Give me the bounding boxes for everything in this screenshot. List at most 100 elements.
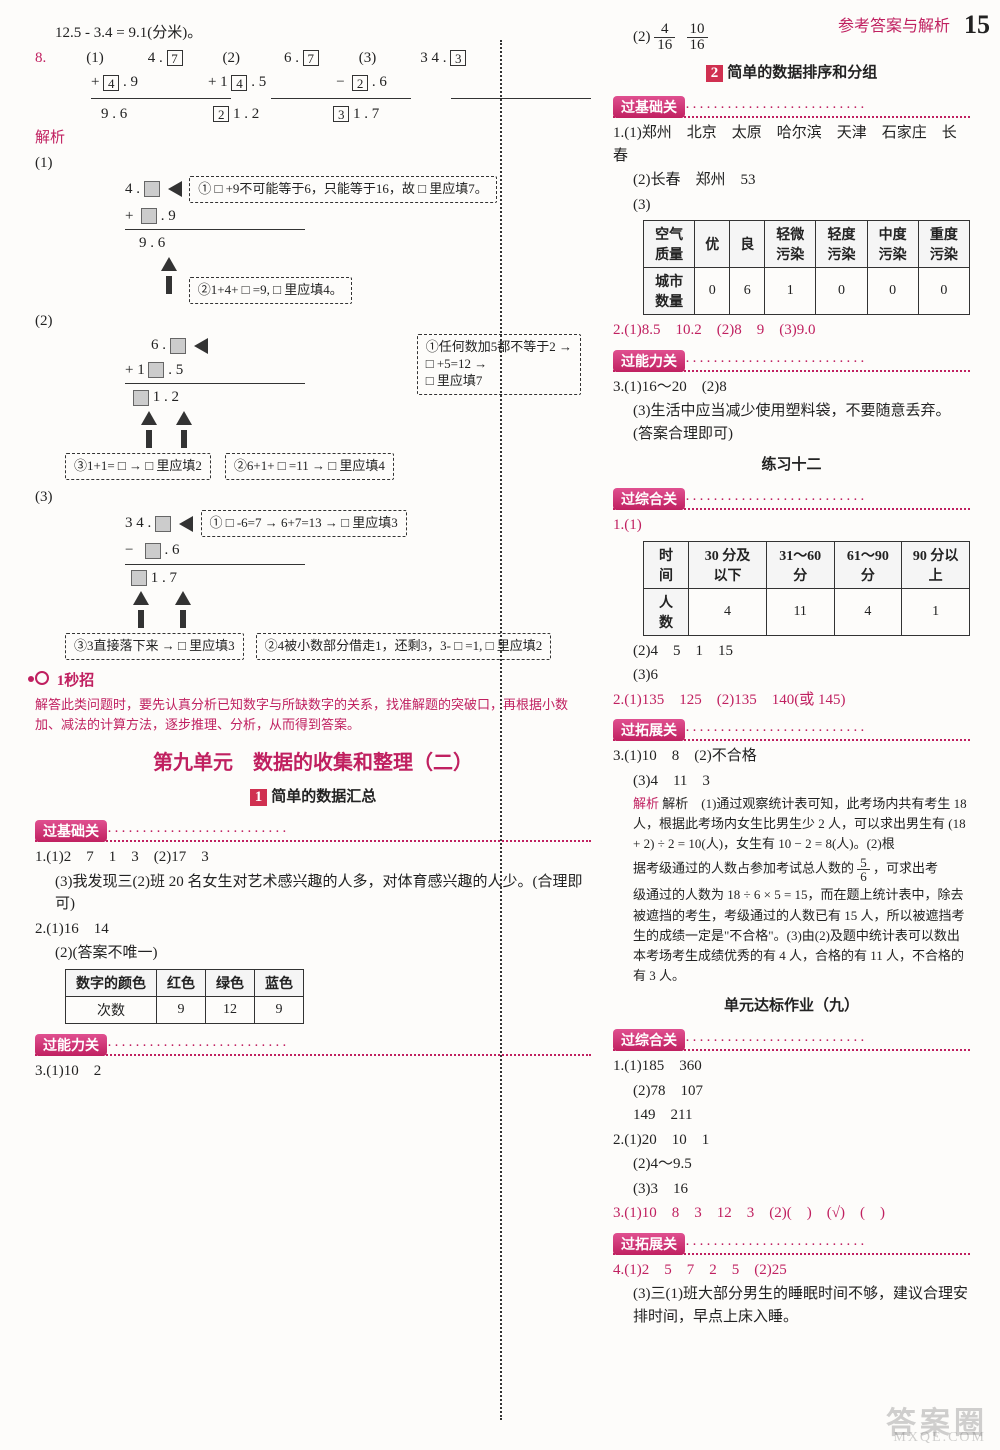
q8-p1: (1) [86,47,104,70]
th: 蓝色 [255,969,304,996]
blank-box [144,181,160,197]
answer-line: 1.(1) [613,514,970,537]
section-title: 简单的数据排序和分组 [727,65,877,81]
callout: ①任何数加5都不等于2 → □ +5=12 → □ 里应填7 [417,334,581,395]
td: 9 [157,996,206,1023]
td: 4 [689,588,767,635]
analysis-label: 解析 [633,796,659,811]
td: 0 [816,268,867,315]
answer-line: (2)78 107 [633,1080,970,1103]
tip-icon [35,671,49,685]
box: 3 [333,106,349,122]
answer-line: 2.(1)135 125 (2)135 140(或 145) [613,689,970,712]
th: 中度污染 [867,221,918,268]
answer-line: (2)4 5 1 15 [633,640,970,663]
td: 0 [918,268,969,315]
th: 绿色 [206,969,255,996]
answer-line: 3.(1)10 8 3 12 3 (2)( ) (√) ( ) [613,1202,970,1225]
answer-line: (3)我发现三(2)班 20 名女生对艺术感兴趣的人多，对体育感兴趣的人少。(合… [55,871,591,916]
answer-line: (3)4 11 3 [633,770,970,793]
blank-box [145,543,161,559]
answer-line: 2.(1)20 10 1 [613,1129,970,1152]
label: (2) [633,29,651,45]
callout-text: □ +5=12 → [426,356,488,371]
box: 4 [103,75,119,91]
up-arrow-icon [175,591,191,633]
box: 7 [303,50,319,66]
th: 城市数量 [644,268,695,315]
answer-line: (2)长春 郑州 53 [633,169,970,192]
box: 2 [352,75,368,91]
th: 时间 [644,541,689,588]
callout: ③3直接落下来 → □ 里应填3 [65,633,244,660]
up-arrow-icon [133,591,149,633]
answer-line: (2)4～9.5 [633,1153,970,1176]
th: 61～90 分 [834,541,902,588]
q8-p2: (2) [223,47,241,70]
blank-box [133,390,149,406]
answer-line: (3) [633,194,970,217]
answer-line: 2.(1)16 14 [35,918,591,941]
th: 轻度污染 [816,221,867,268]
callout: ②1+4+ □ =9, □ 里应填4。 [189,277,352,304]
analysis-text: ，可求出考 [873,861,938,876]
callout-text: ①任何数加5都不等于2 → [426,339,572,354]
tag-basic: 过基础关 [613,96,685,118]
right-column: (2) 416 1016 2简单的数据排序和分组 过基础关 1.(1)郑州 北京… [613,20,970,1430]
tag-comprehensive: 过综合关 [613,1029,685,1051]
callout-text: □ 里应填7 [426,373,483,388]
th: 30 分及以下 [689,541,767,588]
watermark-url: MXQE.COM [893,1430,986,1446]
th: 良 [730,221,765,268]
unit-title: 第九单元 数据的收集和整理（二） [35,746,591,775]
box: 7 [167,50,183,66]
up-arrow-icon [161,257,177,299]
td: 9 [255,996,304,1023]
top-equation: 12.5 - 3.4 = 9.1(分米)。 [55,22,591,45]
answer-line: (3)生活中应当减少使用塑料袋，不要随意丢弃。(答案合理即可) [633,400,970,445]
td: 12 [206,996,255,1023]
answer-line: (2)(答案不唯一) [55,942,591,965]
analysis-label: 解析 [35,127,591,150]
th: 优 [695,221,730,268]
callout: ① □ -6=7 → 6+7=13 → □ 里应填3 [201,510,407,537]
callout: ③1+1= □ → □ 里应填2 [65,453,211,480]
answer-line: 3.(1)10 2 [35,1060,591,1083]
answer-line: (3)6 [633,664,970,687]
color-table: 数字的颜色 红色 绿色 蓝色 次数 9 12 9 [65,969,304,1024]
arrow-left-icon [168,181,182,197]
callout: ②4被小数部分借走1，还剩3，3- □ =1, □ 里应填2 [256,633,552,660]
box: 3 [450,50,466,66]
th: 90 分以上 [902,541,970,588]
answer-line: (3)3 16 [633,1178,970,1201]
td: 次数 [66,996,157,1023]
fraction: 56 [857,856,870,883]
fraction: 416 [654,22,675,53]
blank-box [148,362,164,378]
th: 轻微污染 [765,221,816,268]
q8-label: 8. [35,47,46,70]
answer-line: 3.(1)16～20 (2)8 [613,376,970,399]
exercise-title: 练习十二 [613,453,970,474]
blank-box [170,338,186,354]
q8-p3: (3) [359,47,377,70]
th: 31～60 分 [766,541,834,588]
unit-homework-title: 单元达标作业（九） [613,994,970,1015]
tag-comprehensive: 过综合关 [613,488,685,510]
blank-box [141,208,157,224]
td: 4 [834,588,902,635]
td: 0 [867,268,918,315]
section-number: 2 [706,65,724,82]
th: 数字的颜色 [66,969,157,996]
td: 1 [765,268,816,315]
answer-line: 1.(1)2 7 1 3 (2)17 3 [35,846,591,869]
td: 6 [730,268,765,315]
section-title: 简单的数据汇总 [271,789,376,805]
th: 空气质量 [644,221,695,268]
analysis-text: 据考级通过的人数占参加考试总人数的 [633,861,854,876]
td: 11 [766,588,834,635]
up-arrow-icon [141,411,157,453]
th: 重度污染 [918,221,969,268]
callout: ① □ +9不可能等于6，只能等于16，故 □ 里应填7。 [189,176,497,203]
air-quality-table: 空气质量 优 良 轻微污染 轻度污染 中度污染 重度污染 城市数量 0 6 1 … [643,220,970,315]
